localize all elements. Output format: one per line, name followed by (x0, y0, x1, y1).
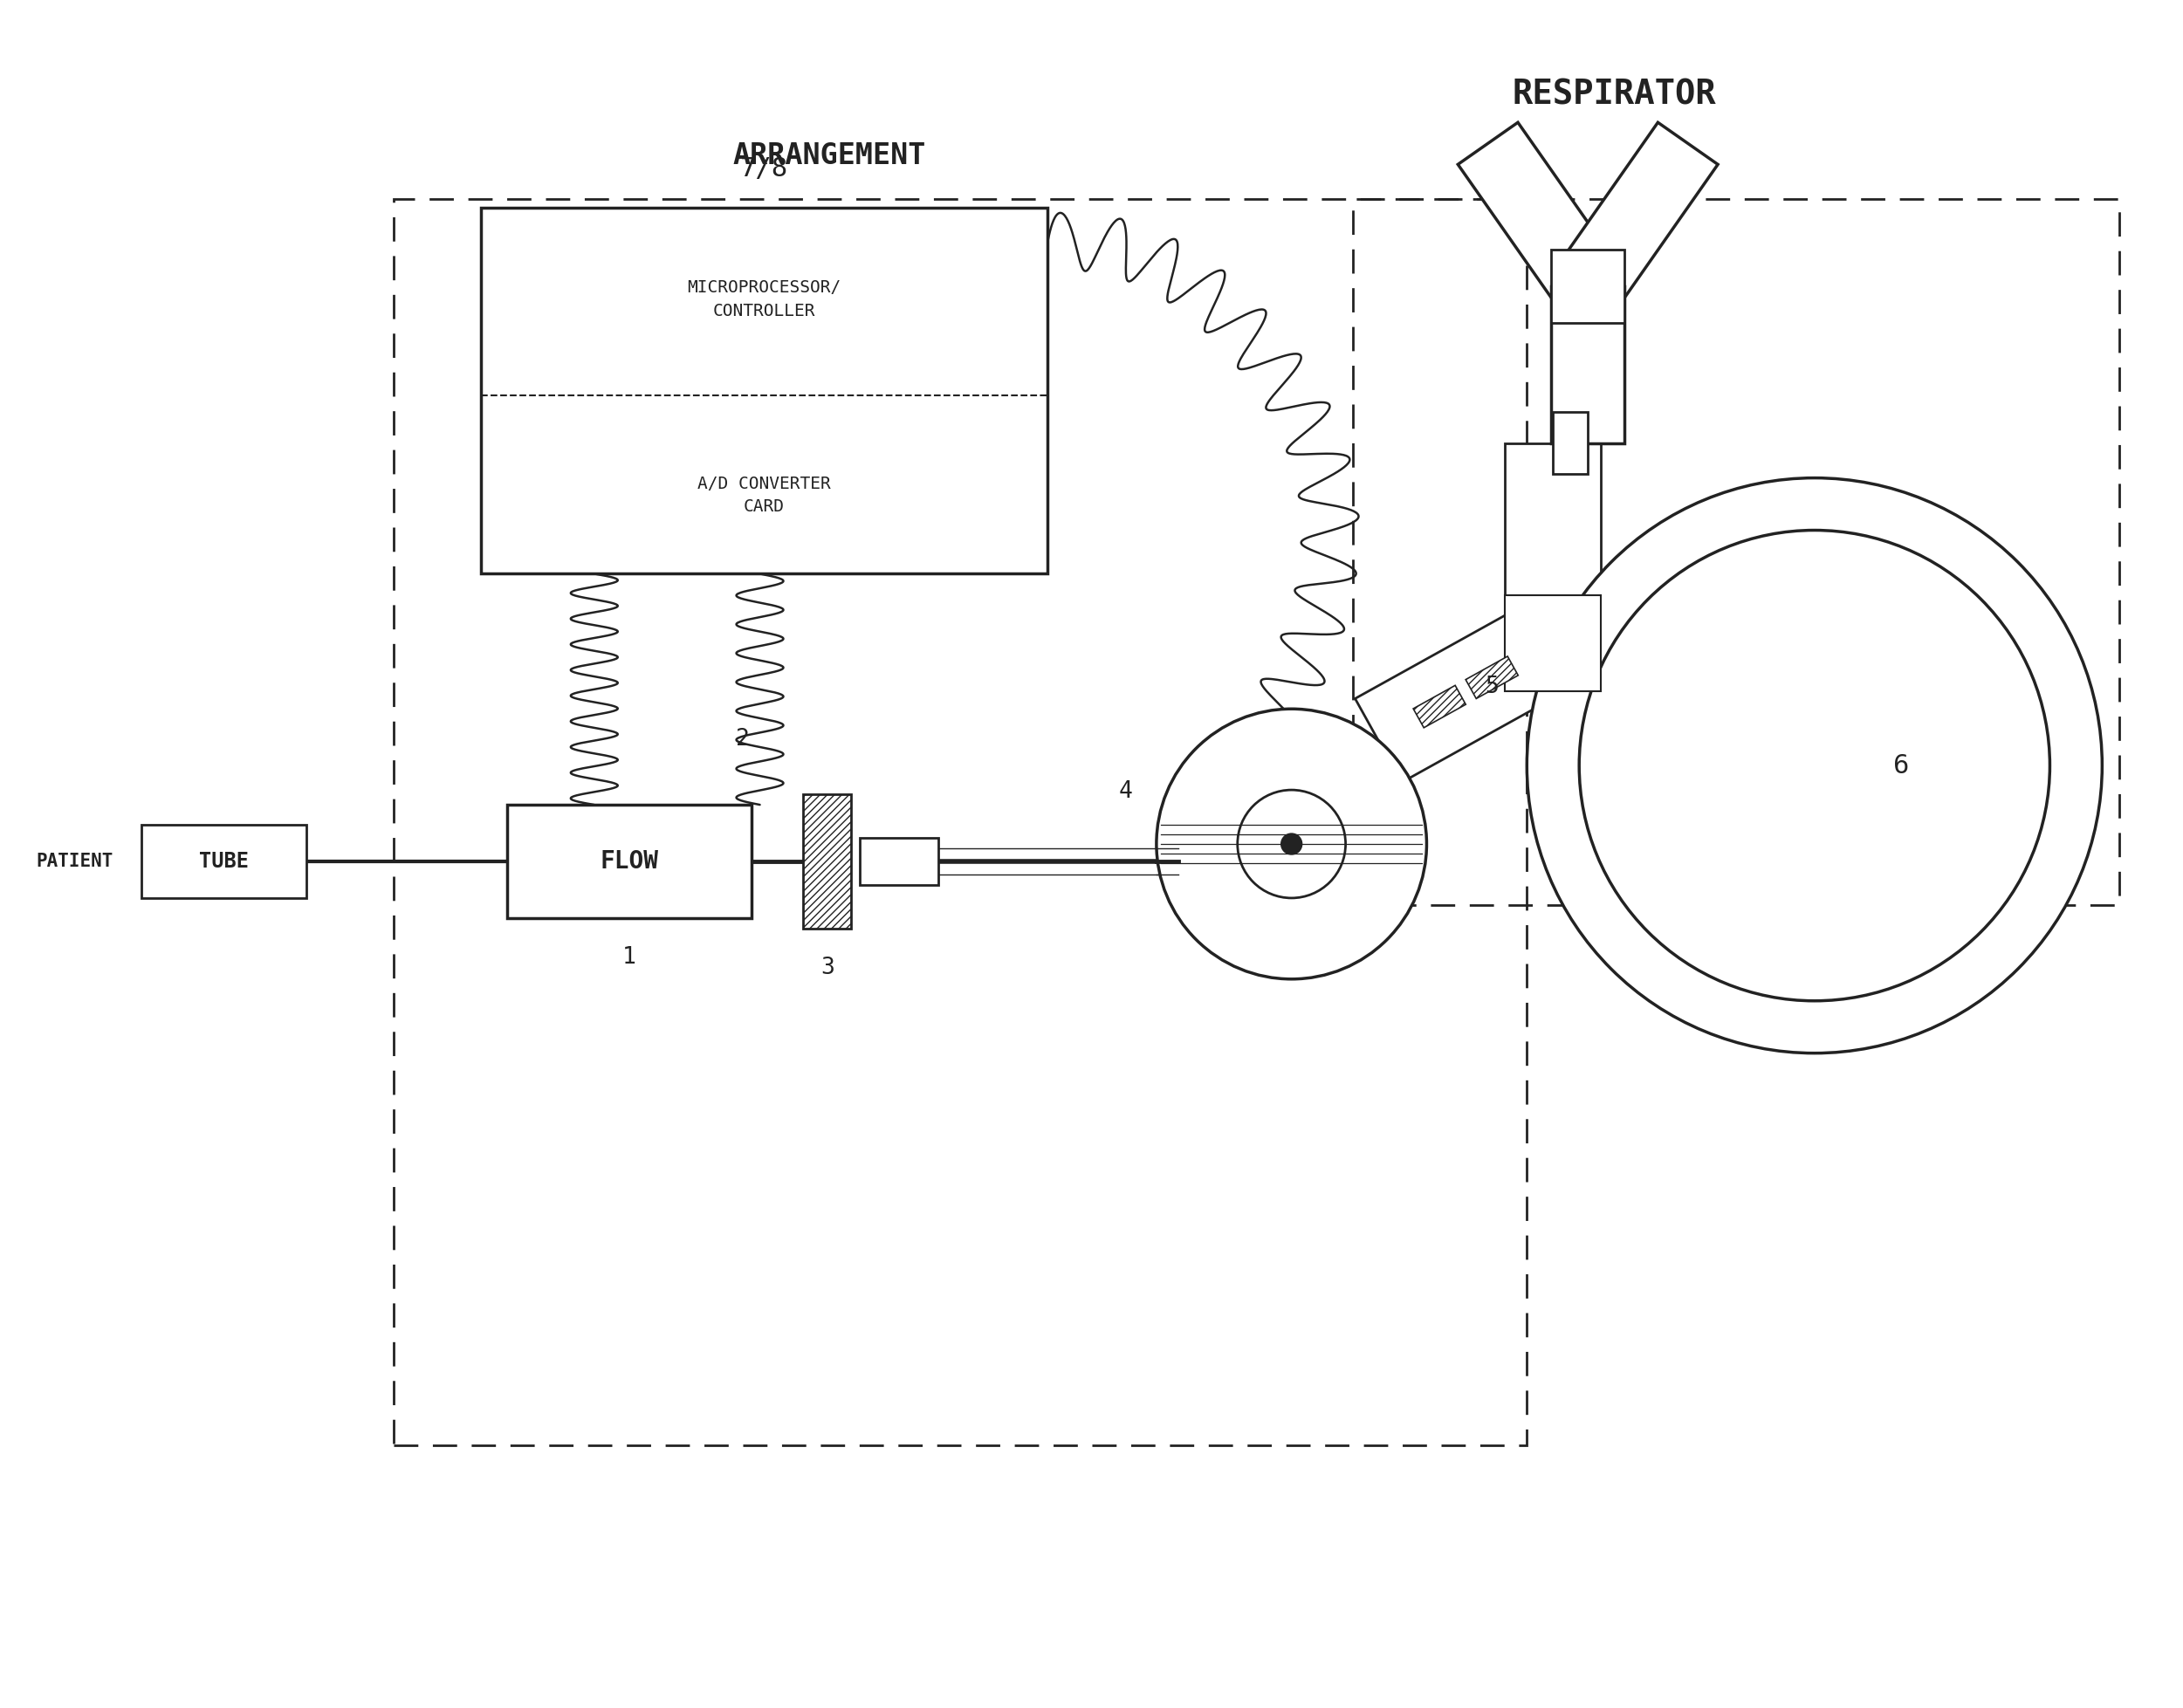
Text: ARRANGEMENT: ARRANGEMENT (733, 142, 926, 169)
Text: PATIENT: PATIENT (37, 852, 114, 869)
Bar (1465, 656, 1517, 699)
Text: RESPIRATOR: RESPIRATOR (1513, 79, 1716, 111)
Bar (506, 804, 751, 919)
Circle shape (1526, 478, 2102, 1054)
Text: 4: 4 (1120, 781, 1133, 803)
Bar (860, 837, 939, 885)
Polygon shape (1504, 442, 1600, 644)
Text: 6: 6 (1893, 753, 1910, 779)
Bar (1504, 596, 1600, 692)
Text: FLOW: FLOW (600, 849, 659, 873)
Circle shape (1238, 789, 1345, 898)
Text: 2: 2 (736, 728, 749, 752)
Text: 5: 5 (1484, 676, 1500, 699)
Text: TUBE: TUBE (199, 851, 249, 871)
Bar (480, 208, 1048, 574)
Polygon shape (1559, 123, 1718, 307)
Bar (393, 200, 1526, 1445)
Polygon shape (1356, 601, 1576, 782)
Bar (1412, 685, 1465, 728)
Text: 7/8: 7/8 (740, 155, 788, 181)
Polygon shape (1526, 596, 1552, 692)
Text: 1: 1 (622, 946, 635, 968)
Circle shape (1157, 709, 1428, 979)
Text: A/D CONVERTER
CARD: A/D CONVERTER CARD (699, 475, 832, 516)
Polygon shape (1458, 123, 1618, 307)
Circle shape (1578, 529, 2050, 1001)
Polygon shape (1552, 412, 1587, 475)
Bar (1552, 249, 1624, 323)
Circle shape (1281, 834, 1301, 854)
Bar (1353, 200, 2120, 905)
Text: 3: 3 (821, 956, 834, 979)
Text: MICROPROCESSOR/
CONTROLLER: MICROPROCESSOR/ CONTROLLER (688, 280, 840, 319)
Bar (142, 825, 306, 898)
Bar (803, 794, 851, 929)
Polygon shape (1552, 287, 1624, 442)
